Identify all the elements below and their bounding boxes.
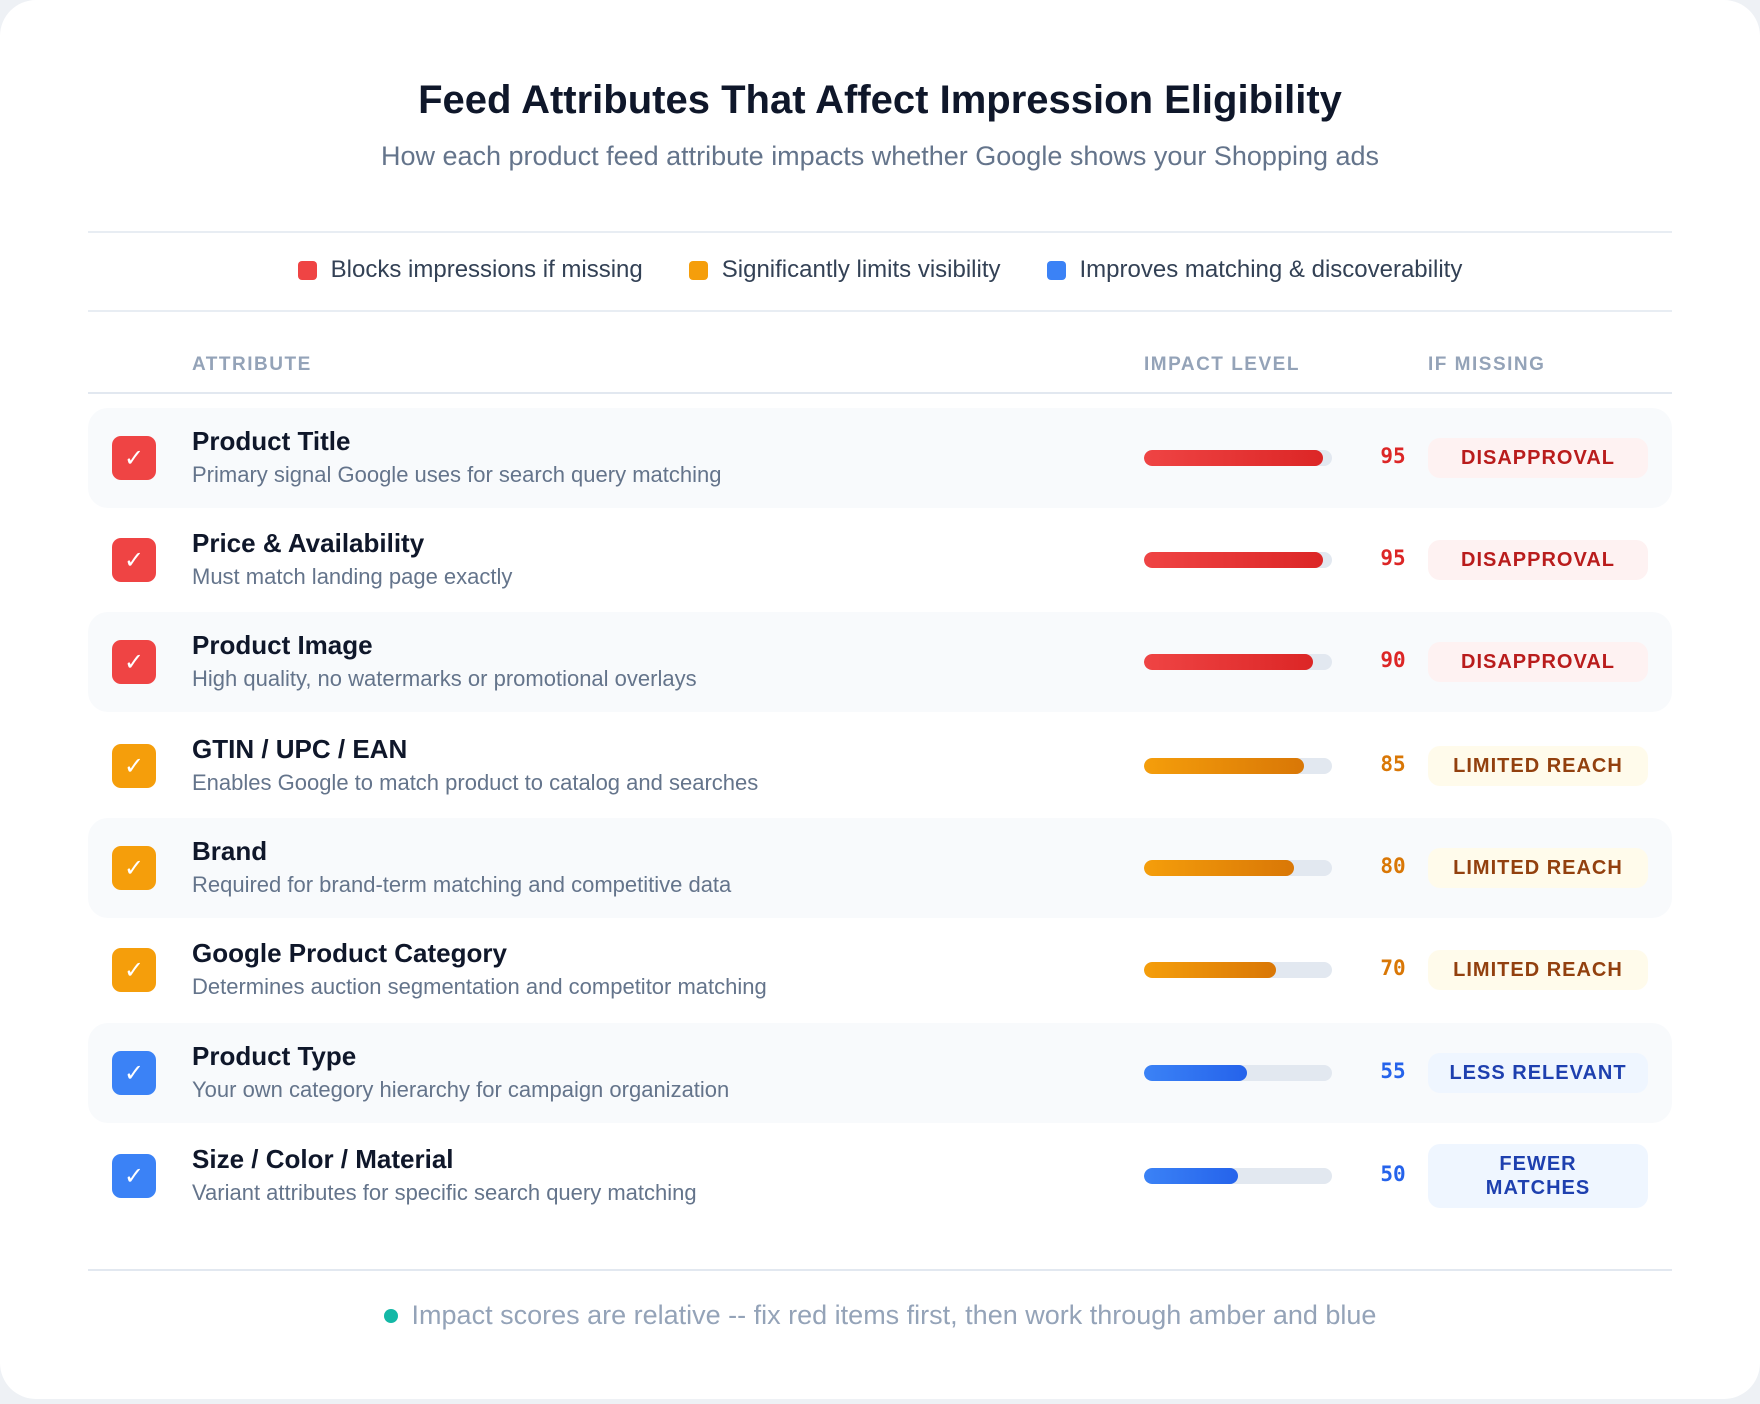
impact-bar (1144, 962, 1332, 978)
check-icon: ✓ (112, 846, 156, 890)
status-badge: LIMITED REACH (1428, 746, 1648, 786)
impact-bar-fill (1144, 860, 1295, 876)
impact-score: 85 (1380, 752, 1406, 776)
check-icon: ✓ (112, 744, 156, 788)
attribute-title: Product Image (192, 630, 373, 660)
impact-bar (1144, 450, 1332, 466)
attribute-description: Your own category hierarchy for campaign… (192, 1077, 730, 1102)
column-header-missing: IF MISSING (1428, 354, 1546, 375)
attribute-title: Size / Color / Material (192, 1144, 454, 1174)
status-badge: LIMITED REACH (1428, 950, 1648, 990)
impact-bar-fill (1144, 962, 1276, 978)
impact-bar (1144, 1168, 1332, 1184)
attribute-description: Required for brand-term matching and com… (192, 872, 732, 897)
footer-note: Impact scores are relative -- fix red it… (0, 1300, 1760, 1331)
legend-swatch (688, 260, 708, 280)
attribute-description: Primary signal Google uses for search qu… (192, 462, 722, 487)
column-header-impact: IMPACT LEVEL (1144, 354, 1300, 375)
legend-swatch (1046, 260, 1066, 280)
impact-bar (1144, 758, 1332, 774)
legend-label: Blocks impressions if missing (330, 256, 643, 283)
attribute-description: Variant attributes for specific search q… (192, 1180, 697, 1205)
attribute-title: Product Title (192, 426, 351, 456)
check-icon: ✓ (112, 538, 156, 582)
legend-swatch (297, 260, 317, 280)
attribute-title: Brand (192, 836, 268, 866)
impact-bar-fill (1144, 1168, 1238, 1184)
legend-item-red: Blocks impressions if missing (297, 256, 643, 284)
attribute-description: High quality, no watermarks or promotion… (192, 666, 697, 691)
status-badge: LIMITED REACH (1428, 848, 1648, 888)
divider (88, 310, 1672, 312)
attribute-title: Product Type (192, 1041, 357, 1071)
impact-bar-fill (1144, 450, 1323, 466)
attribute-description: Determines auction segmentation and comp… (192, 974, 767, 999)
check-icon: ✓ (112, 948, 156, 992)
page-subtitle: How each product feed attribute impacts … (380, 141, 1380, 171)
attribute-title: Google Product Category (192, 938, 507, 968)
legend-item-amber: Significantly limits visibility (688, 256, 1001, 284)
table-row: ✓ Product Title Primary signal Google us… (88, 408, 1672, 508)
impact-bar-fill (1144, 654, 1314, 670)
table-row: ✓ Brand Required for brand-term matching… (88, 818, 1672, 918)
status-badge: DISAPPROVAL (1428, 642, 1648, 682)
divider (88, 231, 1672, 233)
legend-label: Improves matching & discoverability (1079, 256, 1463, 283)
check-icon: ✓ (112, 640, 156, 684)
check-icon: ✓ (112, 1051, 156, 1095)
legend-item-blue: Improves matching & discoverability (1046, 256, 1463, 284)
attribute-description: Must match landing page exactly (192, 564, 513, 589)
impact-bar-fill (1144, 1065, 1248, 1081)
impact-score: 70 (1380, 956, 1406, 980)
impact-score: 90 (1380, 648, 1406, 672)
table-row: ✓ Product Image High quality, no waterma… (88, 612, 1672, 712)
impact-score: 55 (1380, 1059, 1406, 1083)
status-badge: FEWER MATCHES (1428, 1144, 1648, 1208)
table-row: ✓ Product Type Your own category hierarc… (88, 1023, 1672, 1123)
impact-bar (1144, 552, 1332, 568)
table-row: ✓ Price & Availability Must match landin… (88, 510, 1672, 610)
impact-bar (1144, 860, 1332, 876)
impact-score: 95 (1380, 546, 1406, 570)
impact-bar (1144, 654, 1332, 670)
legend: Blocks impressions if missing Significan… (0, 256, 1760, 284)
column-header-attribute: ATTRIBUTE (192, 354, 312, 375)
legend-label: Significantly limits visibility (721, 256, 1001, 283)
table-row: ✓ Size / Color / Material Variant attrib… (88, 1126, 1672, 1226)
impact-score: 95 (1380, 444, 1406, 468)
footer-text: Impact scores are relative -- fix red it… (411, 1300, 1377, 1330)
table-row: ✓ Google Product Category Determines auc… (88, 920, 1672, 1020)
impact-score: 80 (1380, 854, 1406, 878)
impact-bar-fill (1144, 552, 1323, 568)
check-icon: ✓ (112, 436, 156, 480)
attribute-title: Price & Availability (192, 528, 425, 558)
table-row: ✓ GTIN / UPC / EAN Enables Google to mat… (88, 716, 1672, 816)
status-badge: LESS RELEVANT (1428, 1053, 1648, 1093)
impact-bar-fill (1144, 758, 1304, 774)
attribute-description: Enables Google to match product to catal… (192, 770, 759, 795)
divider (88, 392, 1672, 394)
attribute-title: GTIN / UPC / EAN (192, 734, 408, 764)
divider (88, 1269, 1672, 1271)
impact-score: 50 (1380, 1162, 1406, 1186)
impact-bar (1144, 1065, 1332, 1081)
dot-icon (383, 1308, 398, 1323)
status-badge: DISAPPROVAL (1428, 438, 1648, 478)
page-title: Feed Attributes That Affect Impression E… (418, 78, 1342, 122)
status-badge: DISAPPROVAL (1428, 540, 1648, 580)
check-icon: ✓ (112, 1154, 156, 1198)
